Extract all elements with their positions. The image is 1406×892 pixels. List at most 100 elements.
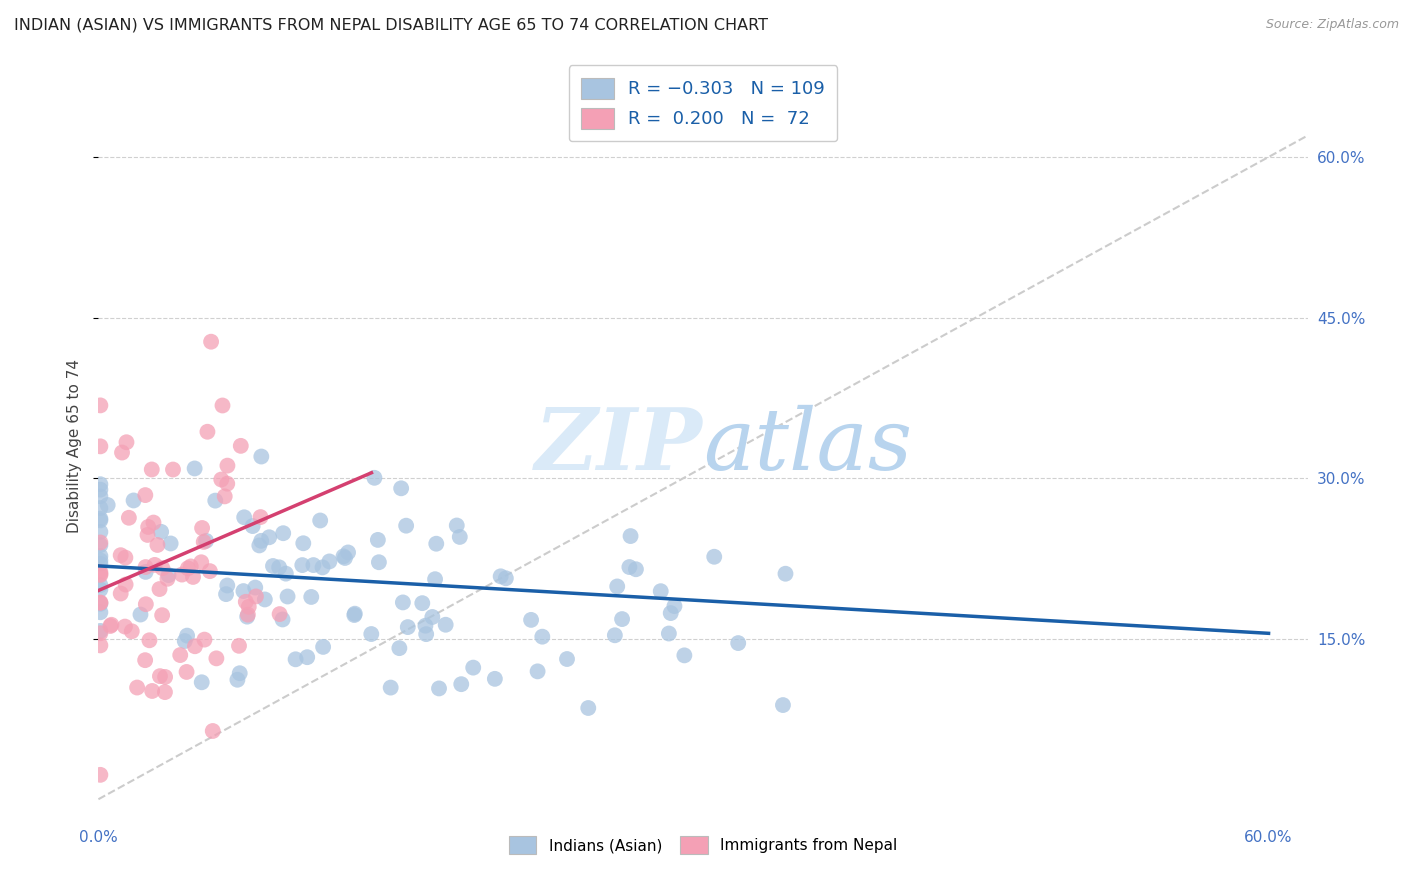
Indians (Asian) xyxy=(97,498,120,512)
Immigrants from Nepal xyxy=(89,565,111,579)
Indians (Asian) xyxy=(89,624,111,638)
Immigrants from Nepal xyxy=(118,510,141,524)
Indians (Asian) xyxy=(415,618,437,632)
Indians (Asian) xyxy=(318,554,340,568)
Immigrants from Nepal xyxy=(89,566,111,581)
Indians (Asian) xyxy=(576,701,599,715)
Immigrants from Nepal xyxy=(228,639,250,653)
Indians (Asian) xyxy=(159,536,181,550)
Indians (Asian) xyxy=(89,483,111,497)
Immigrants from Nepal xyxy=(191,521,214,535)
Indians (Asian) xyxy=(772,698,794,712)
Indians (Asian) xyxy=(531,630,554,644)
Indians (Asian) xyxy=(673,648,696,663)
Immigrants from Nepal xyxy=(136,520,159,534)
Indians (Asian) xyxy=(89,549,111,563)
Indians (Asian) xyxy=(619,529,641,543)
Immigrants from Nepal xyxy=(201,723,224,738)
Indians (Asian) xyxy=(380,681,402,695)
Immigrants from Nepal xyxy=(89,439,111,453)
Indians (Asian) xyxy=(484,672,506,686)
Immigrants from Nepal xyxy=(245,590,267,604)
Indians (Asian) xyxy=(703,549,725,564)
Indians (Asian) xyxy=(271,612,294,626)
Indians (Asian) xyxy=(526,665,548,679)
Immigrants from Nepal xyxy=(148,582,170,596)
Immigrants from Nepal xyxy=(141,684,163,698)
Indians (Asian) xyxy=(392,595,415,609)
Immigrants from Nepal xyxy=(114,550,136,565)
Indians (Asian) xyxy=(291,558,314,573)
Immigrants from Nepal xyxy=(217,476,239,491)
Immigrants from Nepal xyxy=(198,564,221,578)
Immigrants from Nepal xyxy=(150,608,173,623)
Indians (Asian) xyxy=(89,538,111,552)
Indians (Asian) xyxy=(271,526,294,541)
Immigrants from Nepal xyxy=(98,619,121,633)
Immigrants from Nepal xyxy=(181,570,204,584)
Indians (Asian) xyxy=(388,641,411,656)
Indians (Asian) xyxy=(450,677,472,691)
Indians (Asian) xyxy=(311,560,333,574)
Text: INDIAN (ASIAN) VS IMMIGRANTS FROM NEPAL DISABILITY AGE 65 TO 74 CORRELATION CHAR: INDIAN (ASIAN) VS IMMIGRANTS FROM NEPAL … xyxy=(14,18,768,33)
Indians (Asian) xyxy=(250,533,273,548)
Immigrants from Nepal xyxy=(269,607,291,621)
Indians (Asian) xyxy=(427,681,450,696)
Indians (Asian) xyxy=(215,587,238,601)
Indians (Asian) xyxy=(277,590,299,604)
Indians (Asian) xyxy=(89,524,111,539)
Immigrants from Nepal xyxy=(197,425,219,439)
Immigrants from Nepal xyxy=(110,586,132,600)
Immigrants from Nepal xyxy=(143,558,166,572)
Indians (Asian) xyxy=(89,597,111,611)
Immigrants from Nepal xyxy=(141,462,163,476)
Immigrants from Nepal xyxy=(238,599,260,614)
Immigrants from Nepal xyxy=(89,639,111,653)
Immigrants from Nepal xyxy=(169,648,191,662)
Text: Source: ZipAtlas.com: Source: ZipAtlas.com xyxy=(1265,18,1399,31)
Immigrants from Nepal xyxy=(146,538,169,552)
Indians (Asian) xyxy=(253,592,276,607)
Immigrants from Nepal xyxy=(114,577,136,591)
Indians (Asian) xyxy=(446,518,468,533)
Immigrants from Nepal xyxy=(149,669,172,683)
Immigrants from Nepal xyxy=(114,619,136,633)
Indians (Asian) xyxy=(250,450,273,464)
Indians (Asian) xyxy=(122,493,145,508)
Indians (Asian) xyxy=(89,578,111,592)
Indians (Asian) xyxy=(332,549,354,564)
Indians (Asian) xyxy=(299,590,322,604)
Indians (Asian) xyxy=(89,501,111,516)
Indians (Asian) xyxy=(425,537,447,551)
Indians (Asian) xyxy=(228,666,250,681)
Immigrants from Nepal xyxy=(121,624,143,639)
Indians (Asian) xyxy=(190,675,212,690)
Immigrants from Nepal xyxy=(170,567,193,582)
Immigrants from Nepal xyxy=(162,462,184,476)
Indians (Asian) xyxy=(520,613,543,627)
Indians (Asian) xyxy=(659,606,682,620)
Immigrants from Nepal xyxy=(134,653,156,667)
Indians (Asian) xyxy=(284,652,307,666)
Indians (Asian) xyxy=(89,582,111,597)
Immigrants from Nepal xyxy=(180,559,202,574)
Immigrants from Nepal xyxy=(205,651,228,665)
Indians (Asian) xyxy=(217,578,239,592)
Indians (Asian) xyxy=(195,533,218,548)
Indians (Asian) xyxy=(463,660,485,674)
Immigrants from Nepal xyxy=(193,535,215,549)
Immigrants from Nepal xyxy=(138,633,160,648)
Indians (Asian) xyxy=(247,538,270,552)
Legend: Indians (Asian), Immigrants from Nepal: Indians (Asian), Immigrants from Nepal xyxy=(501,829,905,862)
Indians (Asian) xyxy=(232,584,254,599)
Indians (Asian) xyxy=(395,518,418,533)
Immigrants from Nepal xyxy=(184,639,207,653)
Indians (Asian) xyxy=(295,650,318,665)
Indians (Asian) xyxy=(664,599,686,613)
Immigrants from Nepal xyxy=(249,510,271,524)
Indians (Asian) xyxy=(150,524,173,539)
Indians (Asian) xyxy=(204,493,226,508)
Immigrants from Nepal xyxy=(127,681,149,695)
Immigrants from Nepal xyxy=(115,435,138,450)
Immigrants from Nepal xyxy=(89,596,111,610)
